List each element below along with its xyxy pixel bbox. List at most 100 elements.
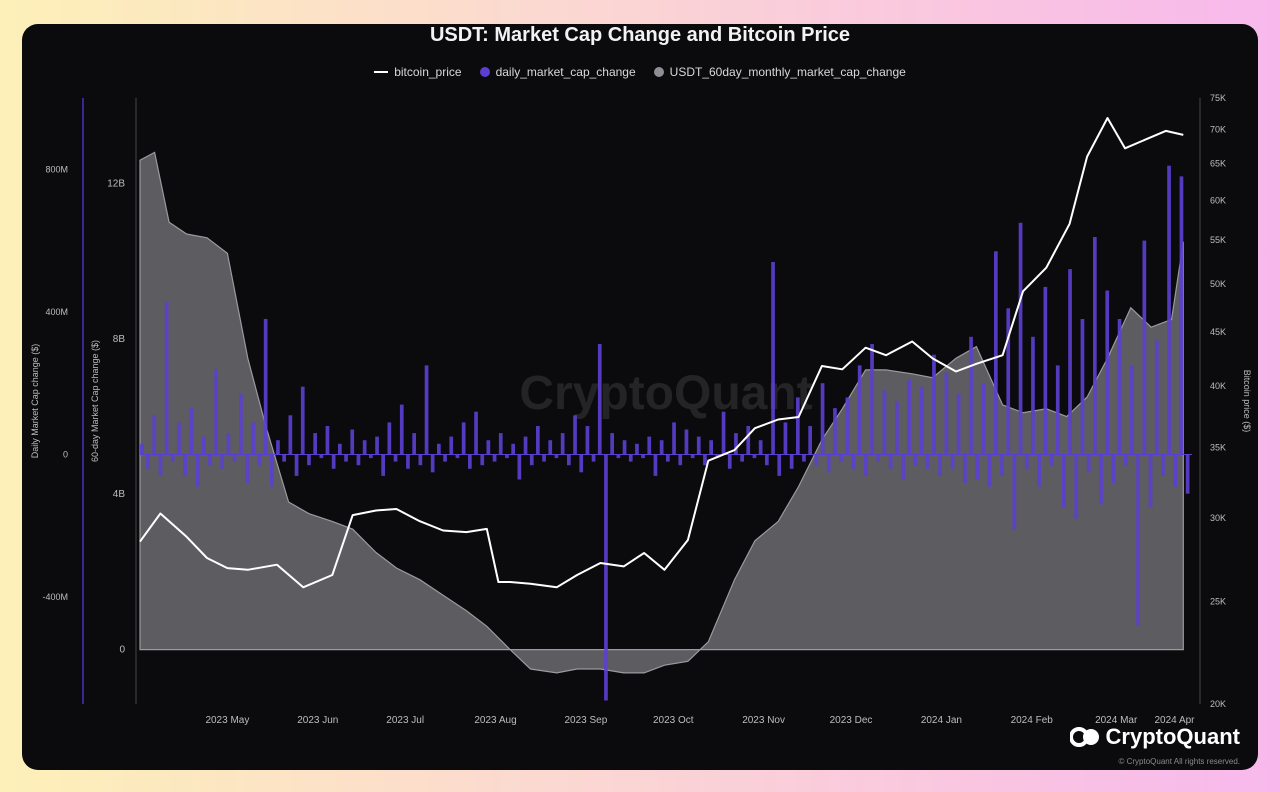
daily-change-bar	[387, 422, 392, 455]
legend-item-daily-change[interactable]: daily_market_cap_change	[479, 65, 636, 79]
daily-change-bar	[641, 454, 645, 459]
legend-item-60day-change[interactable]: USDT_60day_monthly_market_cap_change	[653, 65, 906, 79]
daily-change-bar	[950, 454, 955, 469]
daily-change-bar	[158, 454, 163, 476]
daily-change-bar	[585, 426, 590, 455]
daily-change-bar	[350, 429, 355, 455]
daily-change-bar	[981, 383, 986, 455]
daily-change-bar	[870, 344, 874, 455]
daily-change-bar	[362, 440, 367, 455]
daily-change-bar	[288, 415, 293, 455]
chart-legend: bitcoin_price daily_market_cap_change US…	[22, 65, 1258, 79]
daily-change-bar	[653, 454, 658, 476]
daily-change-bar	[1049, 454, 1054, 466]
daily-change-bar	[1167, 165, 1171, 455]
daily-change-bar	[449, 436, 454, 455]
sixty-day-axis-tick: 8B	[113, 334, 126, 345]
daily-change-bar	[381, 454, 385, 476]
daily-change-bar	[1068, 269, 1072, 455]
daily-change-bar	[678, 454, 683, 466]
daily-change-bar	[820, 383, 825, 455]
daily-change-bar	[666, 454, 670, 462]
daily-change-bar	[140, 443, 144, 455]
daily-change-bar	[944, 372, 949, 455]
daily-change-bar	[672, 422, 676, 455]
daily-change-bar	[597, 344, 602, 455]
daily-change-bar	[628, 454, 633, 462]
daily-change-bar	[239, 393, 243, 455]
daily-change-bar	[406, 454, 410, 469]
daily-axis-tick: 0	[63, 450, 68, 460]
x-tick-label: 2023 Nov	[742, 715, 785, 726]
daily-change-bar	[789, 454, 794, 469]
daily-change-bar	[282, 454, 286, 462]
daily-change-bar	[938, 454, 942, 476]
daily-change-bar	[783, 422, 788, 455]
daily-change-bar	[1154, 340, 1159, 455]
daily-change-bar	[591, 454, 596, 462]
btc-axis-tick: 60K	[1210, 195, 1226, 205]
daily-change-bar	[201, 436, 206, 455]
daily-change-bar	[375, 436, 379, 455]
btc-axis-tick: 45K	[1210, 327, 1226, 337]
daily-change-bar	[610, 433, 614, 455]
daily-change-bar	[461, 422, 466, 455]
daily-change-bar	[1012, 454, 1017, 530]
daily-change-bar	[1086, 454, 1091, 473]
daily-change-bar	[573, 415, 577, 455]
sixty-day-change-area	[139, 151, 1184, 674]
daily-change-bar	[839, 454, 843, 462]
daily-change-bar	[882, 390, 887, 455]
cryptoquant-logo-icon	[1069, 727, 1099, 747]
daily-change-bar	[164, 301, 169, 455]
daily-change-bar	[276, 440, 280, 455]
daily-change-bar	[1185, 454, 1190, 494]
daily-change-bar	[616, 454, 621, 459]
daily-change-bar	[232, 454, 237, 462]
daily-change-bar	[975, 454, 980, 480]
daily-change-bar	[418, 454, 423, 466]
daily-change-bar	[814, 454, 819, 466]
daily-change-bar	[399, 404, 404, 455]
x-tick-label: 2023 Oct	[653, 715, 694, 726]
daily-change-bar	[857, 365, 862, 455]
daily-change-bar	[758, 440, 763, 455]
x-tick-label: 2023 Dec	[830, 715, 873, 726]
daily-change-bar	[480, 454, 485, 466]
daily-change-bar	[932, 354, 936, 455]
daily-change-bar	[170, 454, 175, 462]
daily-change-bar	[300, 386, 305, 455]
daily-change-bar	[517, 454, 522, 480]
daily-change-bar	[356, 454, 361, 466]
daily-change-bar	[319, 454, 324, 459]
daily-change-bar	[622, 440, 627, 455]
daily-change-bar	[492, 454, 497, 462]
daily-change-bar	[245, 454, 249, 483]
daily-change-bar	[183, 454, 187, 476]
daily-change-bar	[696, 436, 701, 455]
copyright-text: © CryptoQuant All rights reserved.	[1118, 757, 1241, 766]
daily-change-bar	[474, 411, 478, 455]
daily-change-bar	[1142, 240, 1147, 455]
daily-change-bar	[1031, 336, 1035, 455]
daily-change-bar	[226, 433, 231, 455]
daily-change-bar	[523, 436, 528, 455]
daily-change-bar	[1055, 365, 1060, 455]
chart-plot: CryptoQuant 2023 May 2023 Jun 2023 Jul 2023 …	[30, 93, 1252, 726]
legend-item-bitcoin-price[interactable]: bitcoin_price	[374, 65, 462, 79]
brand-name: CryptoQuant	[1105, 724, 1240, 749]
daily-change-bar	[1148, 454, 1153, 508]
daily-change-bar	[263, 319, 268, 455]
btc-axis-tick: 70K	[1210, 125, 1226, 135]
daily-change-bar	[560, 433, 565, 455]
x-tick-label: 2023 Jun	[297, 715, 338, 726]
daily-change-bar	[969, 336, 973, 455]
daily-change-bar	[845, 397, 850, 455]
btc-axis-tick: 35K	[1210, 442, 1226, 452]
daily-change-bar	[505, 454, 509, 459]
daily-axis-tick: 400M	[45, 307, 68, 317]
chart-title: USDT: Market Cap Change and Bitcoin Pric…	[429, 24, 851, 46]
daily-change-bar	[579, 454, 584, 473]
legend-label: daily_market_cap_change	[495, 65, 636, 79]
daily-change-bar	[1099, 454, 1103, 505]
